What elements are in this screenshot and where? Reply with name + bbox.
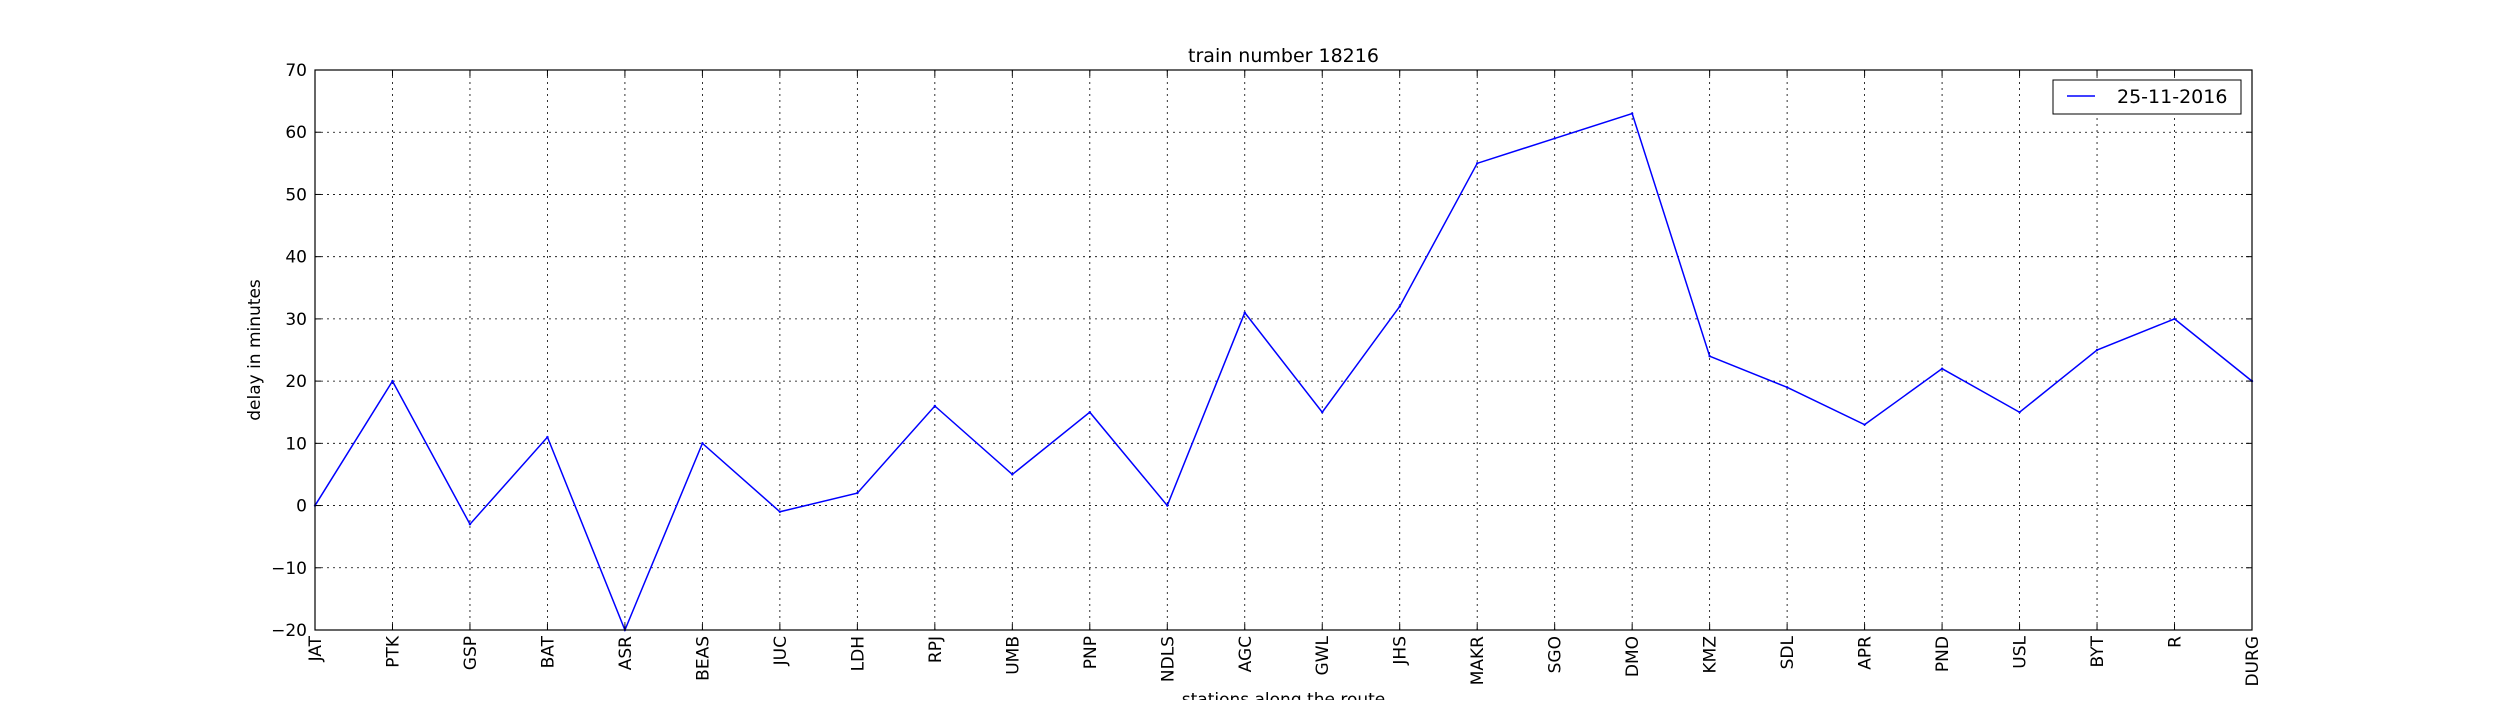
x-tick-label: BYT: [2088, 635, 2108, 667]
x-tick-label: DURG: [2243, 636, 2263, 687]
data-point: [1243, 311, 1246, 314]
y-tick-label: 40: [285, 248, 307, 268]
y-tick-label: 70: [285, 61, 307, 81]
x-tick-label: JHS: [1391, 636, 1411, 666]
data-point: [1088, 411, 1092, 414]
data-point: [546, 435, 549, 439]
data-point: [1863, 423, 1866, 426]
data-point: [391, 379, 394, 383]
x-tick-label: GSP: [461, 636, 481, 670]
data-point: [1553, 137, 1556, 140]
data-point: [1476, 162, 1479, 165]
x-tick-label: DMO: [1623, 636, 1643, 677]
x-tick-label: JAT: [306, 635, 326, 662]
x-tick-label: SGO: [1546, 636, 1566, 673]
data-point: [1321, 411, 1324, 414]
y-tick-label: 30: [285, 310, 307, 330]
x-tick-label: RPJ: [926, 636, 946, 663]
x-axis-label: stations along the route: [1182, 690, 1386, 700]
data-point: [1398, 305, 1401, 308]
legend-label: 25-11-2016: [2117, 86, 2227, 108]
y-axis-label: delay in minutes: [245, 279, 265, 421]
data-point: [468, 523, 472, 526]
data-point: [2173, 317, 2176, 321]
x-tick-label: R: [2166, 636, 2186, 648]
x-tick-label: PNP: [1081, 636, 1101, 669]
x-tick-label: UMB: [1003, 636, 1023, 675]
data-point: [933, 404, 937, 408]
x-tick-label: JUC: [771, 636, 791, 666]
y-tick-label: −20: [271, 621, 307, 641]
data-point: [1785, 386, 1789, 389]
y-tick-label: 60: [285, 123, 307, 143]
x-tick-label: ASR: [616, 636, 636, 670]
y-tick-label: 50: [285, 185, 307, 205]
series-line: [314, 112, 2253, 632]
x-tick-label: MAKR: [1468, 636, 1488, 685]
data-point: [2018, 411, 2021, 414]
x-tick-label: LDH: [848, 636, 868, 671]
data-point: [701, 442, 704, 445]
y-tick-label: 0: [296, 497, 307, 517]
legend: 25-11-2016: [2052, 79, 2242, 115]
x-tick-label: KMZ: [1701, 636, 1721, 673]
x-tick-label: USL: [2011, 635, 2031, 668]
data-point: [1708, 355, 1711, 358]
x-tick-label: AGC: [1236, 636, 1256, 672]
x-tick-label: SDL: [1778, 635, 1798, 669]
x-tick-label: APR: [1856, 636, 1876, 670]
data-point: [1166, 504, 1169, 507]
x-tick-label: NDLS: [1158, 636, 1178, 682]
plot-frame: [314, 69, 2253, 631]
series-layer: [313, 112, 2254, 632]
x-tick-label: GWL: [1313, 635, 1333, 675]
x-tick-label: PND: [1933, 636, 1953, 672]
x-tick-label: BEAS: [693, 636, 713, 681]
y-tick-label: −10: [271, 559, 307, 579]
data-point: [778, 510, 782, 513]
data-point: [856, 491, 859, 495]
x-tick-label: PTK: [383, 635, 403, 668]
data-point: [1630, 112, 1634, 115]
x-tick-label: BAT: [538, 635, 558, 668]
data-point: [2095, 348, 2099, 352]
data-point: [1011, 473, 1014, 476]
y-tick-label: 10: [285, 434, 307, 454]
y-tick-label: 20: [285, 372, 307, 392]
data-point: [1940, 367, 1944, 370]
axis-ticks: JAT PTK GSP BAT ASR BEAS JUC LDH RPJ UMB PNP NDLS AG…: [271, 61, 2263, 687]
legend-box: [2052, 79, 2242, 115]
chart-title: train number 18216: [1188, 45, 1379, 67]
